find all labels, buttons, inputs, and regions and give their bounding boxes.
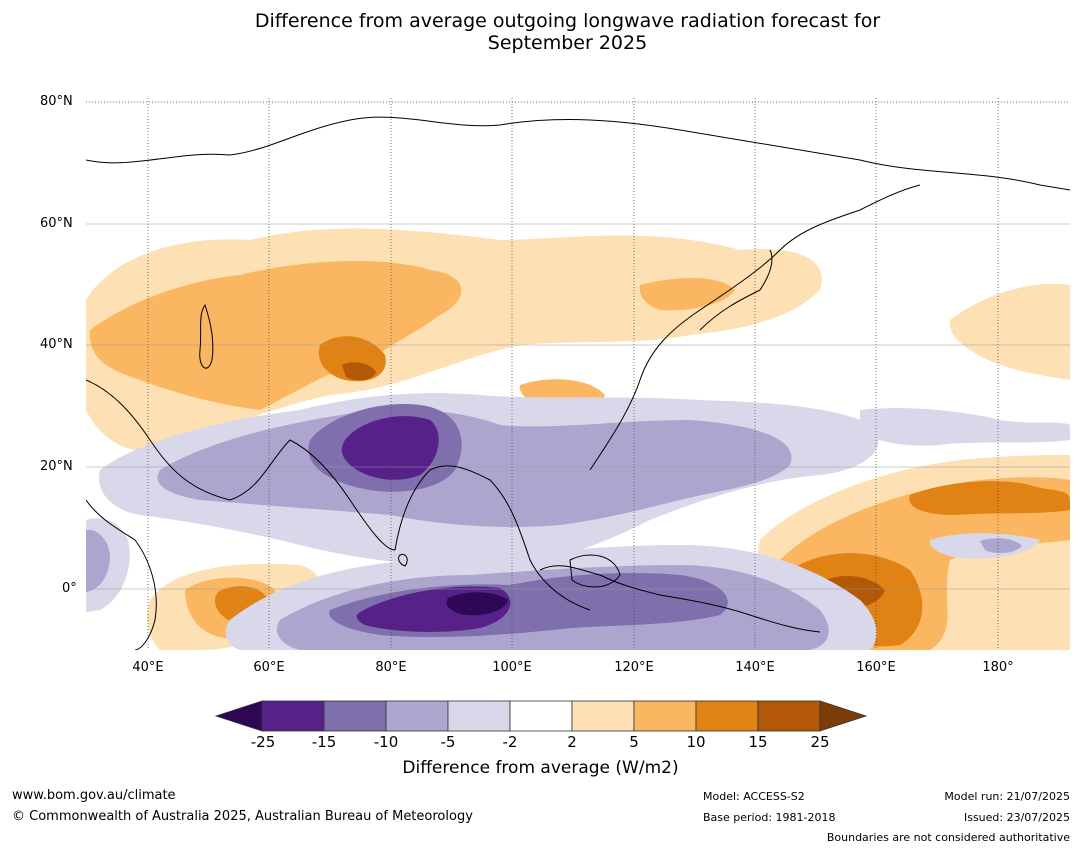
colorbar-tick: 10 [686, 733, 706, 751]
lon-label-100e: 100°E [492, 660, 532, 675]
coastline-africa-east [86, 499, 157, 650]
colorbar-segment [447, 700, 511, 732]
coastline-maritime [539, 565, 821, 633]
colorbar-segment [509, 700, 573, 732]
anomaly-fields [86, 228, 1070, 650]
colorbar-tick: 2 [567, 733, 577, 751]
coastline-east-asia [589, 184, 921, 471]
colorbar-label: Difference from average (W/m2) [402, 758, 679, 778]
positive-anomaly-tibet-25 [342, 362, 376, 381]
colorbar [214, 700, 868, 732]
lat-label-0: 0° [62, 581, 77, 596]
footer-disclaimer: Boundaries are not considered authoritat… [826, 831, 1070, 844]
lon-label-140e: 140°E [735, 660, 775, 675]
coastline-borneo [569, 554, 621, 588]
footer-url: www.bom.gov.au/climate [12, 788, 176, 803]
colorbar-segment [695, 700, 759, 732]
colorbar-tick: -2 [502, 733, 518, 751]
title-line-2: September 2025 [487, 32, 648, 54]
map-title: Difference from average outgoing longwav… [0, 10, 1081, 54]
title-line-1: Difference from average outgoing longwav… [254, 10, 881, 32]
colorbar-tick: -10 [373, 733, 399, 751]
footer-base-period: Base period: 1981-2018 [703, 811, 836, 824]
colorbar-segment [571, 700, 635, 732]
footer-model-run: Model run: 21/07/2025 [944, 790, 1070, 803]
colorbar-segment [633, 700, 697, 732]
colorbar-tick: -5 [440, 733, 456, 751]
colorbar-tick: 15 [748, 733, 768, 751]
colorbar-segment [323, 700, 387, 732]
footer-copyright: © Commonwealth of Australia 2025, Austra… [12, 809, 473, 824]
colorbar-tick: 5 [629, 733, 639, 751]
lon-label-120e: 120°E [614, 660, 654, 675]
lon-label-60e: 60°E [253, 660, 285, 675]
lat-label-20n: 20°N [40, 459, 73, 474]
coastline-arctic [86, 116, 1070, 191]
lat-label-80n: 80°N [40, 94, 73, 109]
colorbar-tick: -25 [250, 733, 276, 751]
positive-anomaly-pacific-east-15 [909, 481, 1070, 515]
lon-label-80e: 80°E [375, 660, 407, 675]
colorbar-tick: -15 [311, 733, 337, 751]
footer-model: Model: ACCESS-S2 [703, 790, 805, 803]
coastline-japan [699, 249, 773, 331]
colorbar-segment [385, 700, 449, 732]
colorbar-tick: 25 [810, 733, 830, 751]
lat-label-40n: 40°N [40, 337, 73, 352]
colorbar-segment [757, 700, 821, 732]
colorbar-extend-high [819, 700, 868, 732]
positive-anomaly-pacific-north-5 [949, 283, 1070, 380]
colorbar-segment [261, 700, 325, 732]
lon-label-160e: 160°E [856, 660, 896, 675]
footer-issued: Issued: 23/07/2025 [963, 811, 1070, 824]
coastline-sri-lanka [398, 553, 408, 567]
negative-anomaly-east-africa-5 [86, 529, 110, 592]
lon-label-180: 180° [982, 660, 1014, 675]
coastline-caspian [199, 303, 214, 369]
lon-label-40e: 40°E [132, 660, 164, 675]
positive-anomaly-central-asia-10 [89, 260, 462, 410]
graticule [86, 98, 1070, 650]
coastline-arabia-india [86, 379, 591, 611]
negative-anomaly-pacific-band-2 [860, 408, 1070, 446]
coastlines [86, 116, 1070, 650]
negative-anomaly-equatorial-25 [446, 592, 508, 616]
negative-anomaly-india-15 [341, 416, 439, 480]
colorbar-extend-low [214, 700, 263, 732]
negative-anomaly-central-pacific-5 [980, 538, 1022, 554]
lat-label-60n: 60°N [40, 216, 73, 231]
